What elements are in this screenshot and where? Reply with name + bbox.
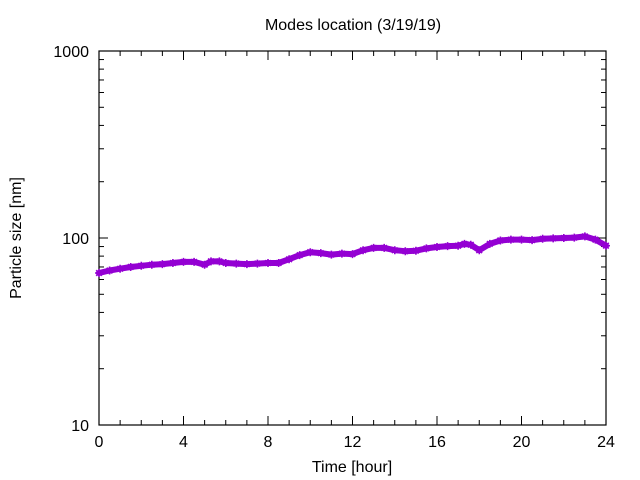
- data-point: [221, 259, 230, 267]
- data-point: [369, 243, 378, 252]
- y-tick-label: 100: [62, 231, 89, 248]
- data-point: [327, 250, 336, 259]
- x-tick-label: 0: [95, 434, 104, 451]
- data-point: [306, 248, 315, 257]
- data-point: [591, 235, 600, 244]
- data-point: [316, 249, 325, 258]
- data-point: [443, 242, 452, 251]
- data-point: [517, 235, 526, 244]
- data-point: [158, 260, 167, 269]
- data-point: [137, 261, 146, 270]
- data-point: [538, 234, 547, 243]
- x-tick-label: 12: [344, 434, 362, 451]
- data-point: [232, 259, 241, 268]
- data-point: [285, 255, 294, 264]
- data-point: [242, 260, 251, 269]
- data-point: [264, 259, 272, 267]
- data-point: [506, 235, 515, 244]
- data-point: [454, 241, 463, 250]
- data-point: [401, 247, 410, 256]
- data-point: [559, 234, 568, 242]
- data-point: [466, 240, 475, 249]
- data-point: [95, 269, 103, 277]
- data-point: [253, 259, 262, 268]
- data-point: [179, 257, 188, 266]
- data-point: [422, 244, 431, 253]
- y-axis-label: Particle size [nm]: [8, 177, 25, 299]
- data-point: [390, 246, 399, 255]
- data-point: [337, 249, 346, 258]
- data-point: [570, 233, 579, 242]
- x-tick-label: 20: [513, 434, 531, 451]
- data-point: [359, 246, 368, 255]
- data-point: [274, 259, 283, 267]
- data-point: [528, 236, 537, 245]
- data-point: [295, 251, 304, 260]
- x-axis-label: Time [hour]: [312, 459, 392, 476]
- data-point: [602, 241, 610, 250]
- x-tick-label: 8: [264, 434, 273, 451]
- data-point: [116, 264, 125, 273]
- x-tick-label: 24: [597, 434, 615, 451]
- data-point: [200, 260, 209, 269]
- x-tick-label: 4: [179, 434, 188, 451]
- x-tick-label: 16: [428, 434, 446, 451]
- data-point: [496, 236, 505, 245]
- y-tick-label: 10: [71, 418, 89, 435]
- data-point: [348, 250, 357, 259]
- plot-area: 0 4 8 12 16 20 24 10 100 1000: [53, 44, 615, 451]
- data-point: [485, 239, 494, 248]
- data-point: [460, 239, 469, 248]
- data-point: [147, 260, 156, 269]
- data-point: [168, 259, 177, 267]
- data-point: [105, 266, 114, 275]
- y-tick-label: 1000: [53, 44, 89, 61]
- data-point: [549, 234, 558, 243]
- data-point: [190, 257, 199, 266]
- data-point: [475, 246, 484, 255]
- data-point: [380, 243, 389, 252]
- data-point: [215, 257, 224, 266]
- data-point: [580, 232, 589, 241]
- data-point: [433, 243, 441, 251]
- data-point: [207, 257, 215, 266]
- data-point: [411, 246, 420, 255]
- data-point: [126, 263, 135, 271]
- chart-title: Modes location (3/19/19): [265, 17, 441, 34]
